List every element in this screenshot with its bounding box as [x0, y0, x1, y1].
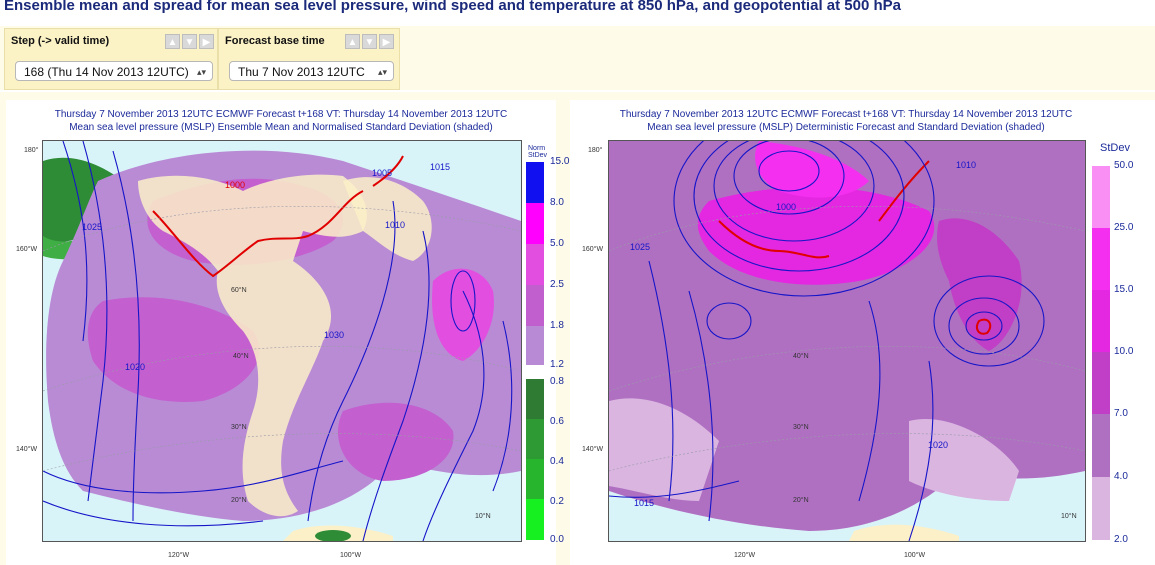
base-down-icon[interactable]: ▼: [362, 34, 377, 49]
lon-label: 180°: [588, 147, 603, 154]
map-left-title-line2: Mean sea level pressure (MSLP) Ensemble …: [69, 122, 493, 133]
isobar-label: 1030: [324, 330, 345, 340]
colorbar-swatch: [526, 459, 544, 499]
isobar-label: 1010: [956, 160, 977, 170]
colorbar-value: 10.0: [1114, 346, 1134, 357]
colorbar-swatch: [526, 203, 544, 244]
isobar-label: 1000: [225, 180, 246, 190]
map-right-svg: [609, 141, 1085, 541]
lat-label: 30°N: [231, 424, 247, 431]
colorbar-gap: [526, 365, 544, 379]
colorbar-value: 25.0: [1114, 222, 1134, 233]
colorbar-value: 4.0: [1114, 471, 1128, 482]
colorbar-value: 0.0: [550, 534, 564, 545]
colorbar-swatch: [1092, 414, 1110, 477]
map-right-title-line1: Thursday 7 November 2013 12UTC ECMWF For…: [619, 109, 1073, 120]
colorbar-value: 0.8: [550, 376, 564, 387]
lon-label: 140°W: [16, 446, 38, 453]
colorbar-title: Norm StDev: [528, 145, 548, 159]
map-left-title-line1: Thursday 7 November 2013 12UTC ECMWF For…: [54, 109, 508, 120]
lat-label: 40°N: [793, 353, 809, 360]
colorbar-right: [1092, 166, 1110, 540]
select-caret-icon: ▴▾: [196, 67, 206, 77]
base-label: Forecast base time: [225, 35, 325, 47]
step-panel: Step (-> valid time) ▲ ▼ ▶ 168 (Thu 14 N…: [4, 28, 218, 90]
lat-label: 20°N: [793, 497, 809, 504]
colorbar-value: 8.0: [550, 197, 564, 208]
colorbar-swatch: [526, 244, 544, 285]
lon-label: 100°W: [904, 552, 926, 559]
base-select-value: Thu 7 Nov 2013 12UTC: [238, 65, 365, 79]
colorbar-left: [526, 162, 544, 540]
ensemble-mean-map: Thursday 7 November 2013 12UTC ECMWF For…: [6, 100, 569, 565]
isobar-label: 1000: [776, 202, 797, 212]
lon-label: 180°: [24, 147, 39, 154]
base-panel: Forecast base time ▲ ▼ ▶ Thu 7 Nov 2013 …: [218, 28, 400, 90]
map-left-svg: [43, 141, 521, 541]
colorbar-swatch: [526, 162, 544, 203]
lon-label: 100°W: [340, 552, 362, 559]
colorbar-swatch: [526, 419, 544, 459]
isobar-label: 1020: [928, 440, 949, 450]
isobar-label: 1010: [385, 220, 406, 230]
lon-label: 160°W: [582, 246, 604, 253]
lat-label: 40°N: [233, 353, 249, 360]
lat-label: 10°N: [1061, 513, 1077, 520]
lat-label: 20°N: [231, 497, 247, 504]
lon-label: 160°W: [16, 246, 38, 253]
colorbar-value: 15.0: [1114, 284, 1134, 295]
colorbar-swatch: [526, 326, 544, 365]
step-label: Step (-> valid time): [11, 35, 110, 47]
map-right-plot[interactable]: 40°N 30°N 20°N 10°N: [608, 140, 1086, 542]
deterministic-map: Thursday 7 November 2013 12UTC ECMWF For…: [570, 100, 1155, 565]
colorbar-swatch: [1092, 166, 1110, 228]
colorbar-value: 0.4: [550, 456, 564, 467]
colorbar-value: 1.8: [550, 320, 564, 331]
step-select[interactable]: 168 (Thu 14 Nov 2013 12UTC) ▴▾: [15, 61, 213, 81]
isobar-label: 1020: [125, 362, 146, 372]
colorbar-value: 0.2: [550, 496, 564, 507]
lat-label: 30°N: [793, 424, 809, 431]
lat-label: 60°N: [231, 287, 247, 294]
map-left-plot[interactable]: 60°N 40°N 30°N 20°N 10°N: [42, 140, 522, 542]
page-title: Ensemble mean and spread for mean sea le…: [4, 0, 901, 14]
colorbar-swatch: [1092, 290, 1110, 352]
colorbar-value: 5.0: [550, 238, 564, 249]
isobar-label: 1025: [630, 242, 651, 252]
colorbar-value: 50.0: [1114, 160, 1134, 171]
colorbar-swatch: [1092, 477, 1110, 540]
colorbar-title: StDev: [1100, 142, 1130, 154]
step-next-icon[interactable]: ▶: [199, 34, 214, 49]
lat-label: 10°N: [475, 513, 491, 520]
select-caret-icon: ▴▾: [377, 67, 387, 77]
colorbar-swatch: [1092, 352, 1110, 414]
colorbar-swatch: [1092, 228, 1110, 290]
isobar-label: 1015: [430, 162, 451, 172]
step-select-value: 168 (Thu 14 Nov 2013 12UTC): [24, 65, 189, 79]
colorbar-swatch: [526, 379, 544, 419]
map-right-title-line2: Mean sea level pressure (MSLP) Determini…: [647, 122, 1045, 133]
isobar-label: 1025: [82, 222, 103, 232]
step-first-icon[interactable]: ▲: [165, 34, 180, 49]
colorbar-value: 7.0: [1114, 408, 1128, 419]
base-select[interactable]: Thu 7 Nov 2013 12UTC ▴▾: [229, 61, 394, 81]
lon-label: 120°W: [168, 552, 190, 559]
base-next-icon[interactable]: ▶: [379, 34, 394, 49]
colorbar-value: 2.0: [1114, 534, 1128, 545]
lon-label: 120°W: [734, 552, 756, 559]
step-down-icon[interactable]: ▼: [182, 34, 197, 49]
isobar-label: 1015: [634, 498, 655, 508]
isobar-label: 1005: [372, 168, 393, 178]
colorbar-value: 0.6: [550, 416, 564, 427]
colorbar-swatch: [526, 499, 544, 540]
colorbar-value: 1.2: [550, 359, 564, 370]
colorbar-value: 2.5: [550, 279, 564, 290]
lon-label: 140°W: [582, 446, 604, 453]
base-up-icon[interactable]: ▲: [345, 34, 360, 49]
colorbar-swatch: [526, 285, 544, 326]
colorbar-value: 15.0: [550, 156, 570, 167]
